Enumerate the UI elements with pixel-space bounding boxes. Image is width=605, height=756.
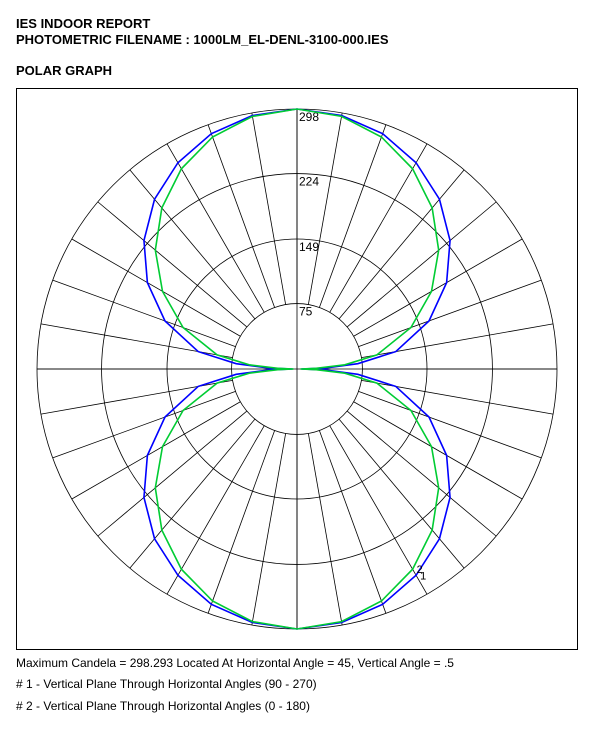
section-title: POLAR GRAPH	[16, 63, 589, 78]
report-title: IES INDOOR REPORT	[16, 16, 589, 32]
svg-text:2: 2	[417, 564, 423, 576]
series-2-legend: # 2 - Vertical Plane Through Horizontal …	[16, 699, 589, 715]
svg-text:75: 75	[299, 304, 313, 318]
svg-text:149: 149	[299, 240, 319, 254]
series-1-legend: # 1 - Vertical Plane Through Horizontal …	[16, 677, 589, 693]
svg-text:224: 224	[299, 174, 319, 188]
filename-line: PHOTOMETRIC FILENAME : 1000LM_EL-DENL-31…	[16, 32, 589, 48]
max-candela-line: Maximum Candela = 298.293 Located At Hor…	[16, 656, 589, 672]
polar-chart: 7514922429812	[16, 88, 578, 650]
